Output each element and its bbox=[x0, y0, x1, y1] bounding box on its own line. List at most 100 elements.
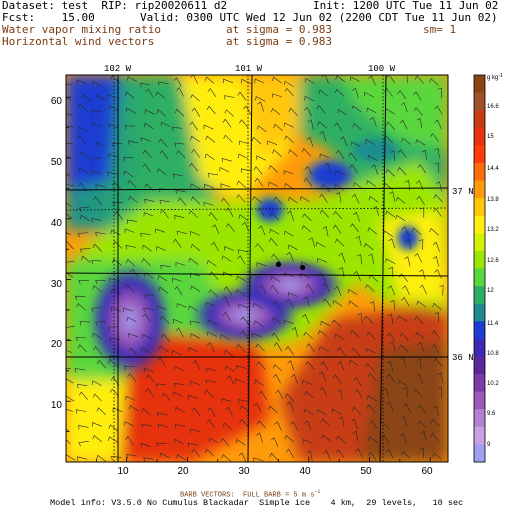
wind-barb bbox=[91, 110, 102, 115]
wind-barb bbox=[140, 232, 151, 238]
lon-label-101w: 101 W bbox=[235, 64, 263, 74]
wind-barb bbox=[348, 152, 358, 161]
wind-barb bbox=[66, 184, 75, 187]
wind-barb bbox=[349, 164, 359, 174]
wind-barb bbox=[256, 207, 265, 218]
wind-barb bbox=[416, 358, 422, 369]
wind-barb bbox=[397, 90, 406, 100]
wind-barb bbox=[350, 223, 359, 233]
wind-barb bbox=[270, 275, 281, 283]
wind-barb bbox=[288, 149, 298, 157]
wind-barb bbox=[204, 389, 214, 398]
wind-barb bbox=[66, 438, 71, 445]
wind-barb bbox=[303, 177, 313, 187]
wind-barb bbox=[412, 388, 423, 397]
wind-barb bbox=[143, 122, 154, 129]
wind-barb bbox=[335, 75, 346, 83]
wind-barb bbox=[399, 332, 409, 341]
wind-barb bbox=[368, 195, 379, 203]
x-tick-label: 30 bbox=[238, 466, 250, 477]
wind-barb bbox=[369, 301, 375, 312]
wind-barb bbox=[288, 196, 298, 204]
wind-barb bbox=[173, 383, 185, 388]
wind-barb bbox=[429, 78, 439, 86]
wind-barb bbox=[211, 224, 220, 235]
wind-barb bbox=[239, 140, 250, 146]
wind-barb bbox=[95, 184, 106, 189]
wind-barb bbox=[271, 332, 280, 342]
wind-barb bbox=[254, 177, 264, 187]
wind-barb bbox=[107, 326, 119, 331]
wind-barb bbox=[420, 431, 427, 442]
wind-barb bbox=[91, 122, 102, 128]
wind-barb bbox=[397, 315, 407, 322]
wind-barb bbox=[190, 380, 201, 386]
wind-barb bbox=[385, 169, 396, 177]
wind-barb bbox=[80, 214, 90, 222]
wind-barb bbox=[157, 275, 168, 282]
colorbar-band bbox=[474, 356, 485, 375]
colorbar-band bbox=[474, 321, 485, 340]
wind-barb bbox=[421, 149, 427, 161]
wind-barb bbox=[176, 150, 186, 159]
wind-barb bbox=[224, 95, 235, 100]
station-marker bbox=[300, 264, 306, 271]
wind-barb bbox=[190, 285, 201, 292]
wind-barb bbox=[367, 154, 378, 161]
wind-barb bbox=[144, 198, 155, 204]
wind-barb bbox=[203, 201, 214, 207]
wind-barb bbox=[66, 143, 73, 145]
wind-barb bbox=[272, 373, 281, 384]
wind-barb bbox=[352, 123, 362, 131]
wind-barb bbox=[403, 403, 412, 413]
wind-barb bbox=[155, 383, 167, 388]
colorbar-label: 9 bbox=[487, 442, 491, 448]
wind-barb bbox=[283, 80, 294, 87]
wind-barb bbox=[206, 342, 215, 352]
wind-barb bbox=[140, 82, 151, 88]
wind-barb bbox=[175, 189, 186, 195]
colorbar-frame bbox=[473, 74, 486, 463]
wind-barb bbox=[285, 448, 295, 458]
wind-barb bbox=[365, 363, 375, 372]
wind-barb bbox=[434, 105, 443, 115]
wind-barb bbox=[160, 315, 170, 324]
wind-barb bbox=[353, 211, 361, 222]
lat-label-36n: 36 N bbox=[452, 353, 474, 363]
wind-barb bbox=[192, 359, 201, 370]
wind-barb bbox=[172, 391, 183, 397]
wind-barb bbox=[66, 338, 72, 341]
wind-barb bbox=[439, 284, 444, 296]
wind-barb bbox=[237, 255, 246, 265]
colorbar-label: 9.6 bbox=[487, 411, 496, 417]
wind-barb bbox=[173, 318, 183, 324]
wind-barb bbox=[415, 332, 425, 340]
wind-barb bbox=[191, 407, 201, 417]
colorbar-band bbox=[474, 110, 485, 129]
wind-barb bbox=[386, 401, 394, 412]
wind-barb bbox=[237, 91, 247, 101]
colorbar-label: 12.6 bbox=[487, 258, 499, 264]
wind-barb bbox=[331, 408, 342, 415]
wind-barb bbox=[111, 143, 123, 148]
colorbar-band bbox=[474, 444, 485, 463]
wind-barb bbox=[95, 321, 106, 326]
wind-barb bbox=[416, 373, 423, 384]
wind-barb bbox=[76, 336, 87, 342]
wind-barb bbox=[66, 378, 74, 384]
wind-barb bbox=[256, 125, 267, 132]
wind-barb bbox=[171, 350, 182, 356]
wind-barb bbox=[76, 302, 86, 311]
wind-barb bbox=[368, 436, 378, 443]
wind-barb bbox=[334, 333, 345, 340]
wind-barb bbox=[221, 454, 231, 462]
wind-barb bbox=[205, 302, 216, 307]
lon-label-100w: 100 W bbox=[368, 64, 396, 74]
wind-barb bbox=[337, 346, 346, 357]
wind-barb bbox=[430, 418, 440, 427]
wind-barb bbox=[110, 376, 120, 386]
wind-barb bbox=[114, 211, 123, 220]
wind-barb bbox=[416, 195, 425, 206]
wind-barb bbox=[273, 196, 283, 205]
wind-barb bbox=[207, 319, 218, 326]
